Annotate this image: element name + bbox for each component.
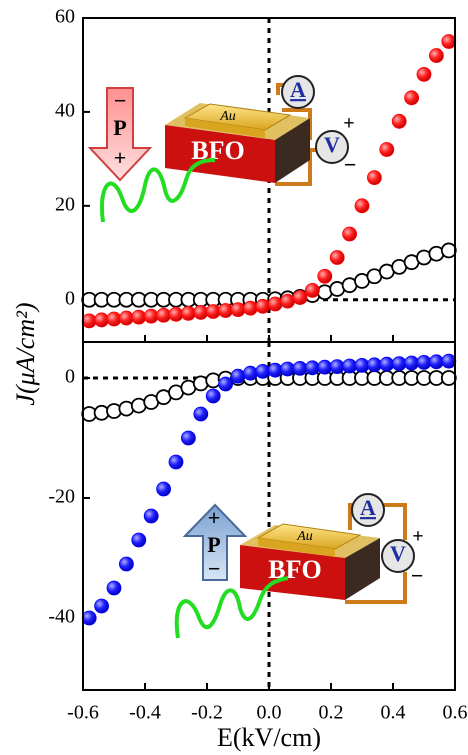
x-tick-label: 0.4 — [381, 702, 406, 724]
inset-text: − — [208, 556, 221, 581]
data-point — [392, 357, 406, 371]
data-point — [405, 91, 419, 105]
data-point — [194, 305, 208, 319]
inset-text: + — [412, 526, 423, 548]
data-point — [281, 362, 295, 376]
x-tick-label: 0.6 — [443, 702, 468, 724]
x-tick-label: -0.4 — [129, 702, 161, 724]
data-point — [417, 67, 431, 81]
data-point — [132, 310, 146, 324]
data-point — [318, 269, 332, 283]
data-point — [82, 611, 96, 625]
data-point — [268, 297, 282, 311]
data-point — [442, 34, 456, 48]
data-point — [281, 294, 295, 308]
data-point — [231, 303, 245, 317]
x-tick-label: -0.6 — [67, 702, 99, 724]
data-point — [119, 311, 133, 325]
data-point — [442, 354, 456, 368]
inset-text: + — [114, 145, 127, 170]
data-point — [268, 363, 282, 377]
data-point — [181, 306, 195, 320]
inset-text: V — [324, 132, 340, 157]
data-point — [367, 358, 381, 372]
data-point — [417, 355, 431, 369]
insets: − P + Au BFO A V + − + P − Au BFO A V + … — [90, 76, 424, 638]
data-point — [380, 357, 394, 371]
data-point — [243, 366, 257, 380]
data-point — [95, 313, 109, 327]
data-point — [219, 377, 233, 391]
inset-text: + — [343, 113, 354, 135]
y-tick-label: 60 — [55, 6, 75, 28]
y-axis-label: J(μA/cm²) — [11, 302, 40, 405]
y-tick-label: 40 — [55, 100, 75, 122]
data-point — [343, 359, 357, 373]
data-point — [429, 355, 443, 369]
data-point — [119, 557, 133, 571]
data-point — [355, 199, 369, 213]
x-axis-label: E(kV/cm) — [217, 723, 321, 752]
data-point — [392, 114, 406, 128]
inset-text: BFO — [191, 136, 244, 165]
data-point — [405, 356, 419, 370]
data-point — [305, 361, 319, 375]
y-tick-label: 20 — [55, 193, 75, 215]
x-tick-label: 0.2 — [319, 702, 344, 724]
chart: J(μA/cm²) E(kV/cm) 0 20 40 60 -40 -20 0 -0.6 -0.… — [0, 0, 468, 755]
data-point — [206, 304, 220, 318]
data-point — [219, 304, 233, 318]
inset-text: A — [360, 495, 376, 520]
y-tick-label: -40 — [48, 606, 75, 628]
data-point — [305, 283, 319, 297]
data-point — [231, 369, 245, 383]
data-point — [442, 243, 456, 257]
y-tick-label: 0 — [65, 366, 75, 388]
y-tick-label: -20 — [48, 486, 75, 508]
data-point — [355, 358, 369, 372]
data-point — [95, 599, 109, 613]
data-point — [293, 290, 307, 304]
inset-text: + — [208, 505, 221, 530]
data-point — [194, 407, 208, 421]
data-point — [256, 299, 270, 313]
y-tick-label: 0 — [65, 287, 75, 309]
inset-text: − — [411, 563, 424, 588]
x-tick-label: -0.2 — [191, 702, 223, 724]
data-point — [330, 360, 344, 374]
inset-text: P — [113, 115, 126, 140]
data-point — [442, 371, 456, 385]
data-point — [243, 301, 257, 315]
inset-text: Au — [219, 109, 236, 124]
inset-text: V — [390, 541, 406, 566]
inset-bottom: + P − Au BFO A V + − — [177, 494, 424, 638]
data-point — [318, 360, 332, 374]
data-point — [293, 361, 307, 375]
data-point — [429, 49, 443, 63]
data-point — [330, 250, 344, 264]
data-point — [181, 431, 195, 445]
data-point — [169, 307, 183, 321]
data-point — [107, 312, 121, 326]
inset-text: A — [290, 77, 306, 102]
data-point — [380, 142, 394, 156]
data-point — [343, 227, 357, 241]
data-point — [169, 455, 183, 469]
data-point — [144, 509, 158, 523]
inset-top: − P + Au BFO A V + − — [90, 76, 356, 222]
data-point — [144, 309, 158, 323]
data-point — [132, 533, 146, 547]
inset-text: − — [344, 152, 357, 177]
data-point — [157, 482, 171, 496]
x-tick-label: 0.0 — [257, 702, 282, 724]
data-point — [256, 364, 270, 378]
inset-text: P — [207, 532, 220, 557]
data-point — [82, 314, 96, 328]
data-point — [367, 171, 381, 185]
data-point — [206, 389, 220, 403]
data-point — [157, 308, 171, 322]
inset-text: − — [114, 88, 127, 113]
inset-text: Au — [296, 529, 313, 544]
data-point — [107, 581, 121, 595]
